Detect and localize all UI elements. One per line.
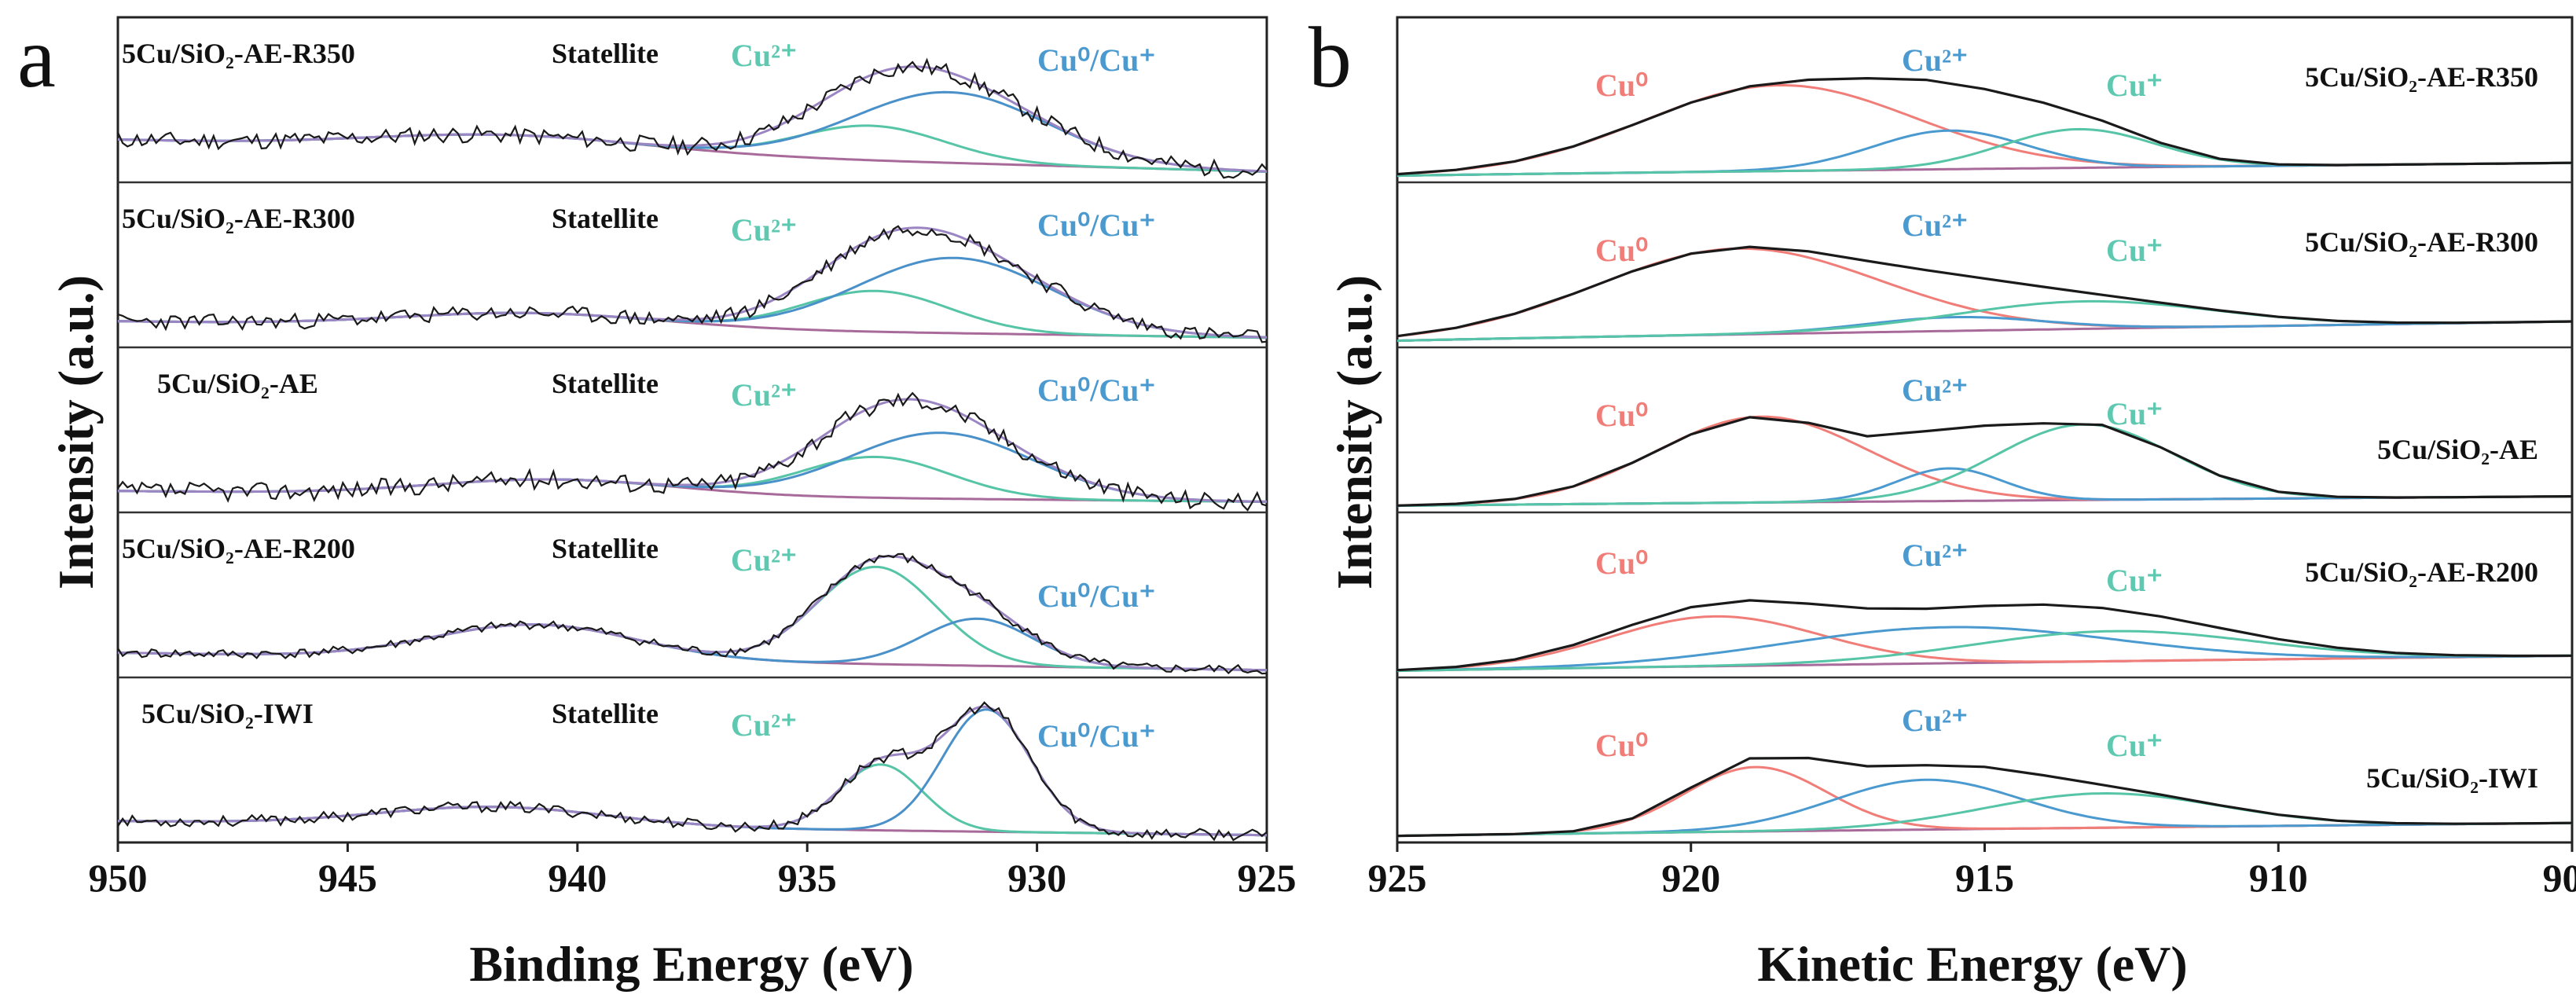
spectrum-row: 5Cu/SiO₂-AE-R300 Statellite Cu²⁺ Cu⁰/Cu⁺	[117, 203, 1268, 343]
cu2-label: Cu²⁺	[1902, 207, 1968, 243]
spectrum-row: 5Cu/SiO₂-AE-R200 Statellite Cu²⁺ Cu⁰/Cu⁺	[117, 533, 1268, 675]
panel-b-label: b	[1308, 9, 1352, 105]
measured-spectrum	[1396, 756, 2573, 838]
panel-b-xticks: 925 920 915 910 905	[1368, 842, 2576, 900]
satellite-label: Statellite	[552, 38, 659, 69]
cu2-label: Cu²⁺	[1902, 42, 1968, 78]
cu2-label: Cu²⁺	[731, 542, 797, 578]
raw-spectrum	[116, 57, 1268, 179]
cu0-cu1-label: Cu⁰/Cu⁺	[1037, 207, 1156, 243]
cu0-peak	[1396, 83, 2573, 176]
x-tick-label: 950	[89, 856, 148, 900]
cu2-peak	[117, 455, 1267, 503]
panel-frame	[116, 16, 1268, 844]
satellite-label: Statellite	[552, 203, 659, 234]
cu0-cu1-peak	[118, 256, 1268, 339]
cuplus-label: Cu⁺	[2106, 728, 2163, 763]
measured-spectrum	[1396, 245, 2573, 338]
panel-a-plot: 5Cu/SiO₂-AE-R350 Statellite Cu²⁺ Cu⁰/Cu⁺5Cu…	[116, 16, 1268, 844]
x-tick-label: 930	[1007, 856, 1066, 900]
cu0-cu1-label: Cu⁰/Cu⁺	[1037, 578, 1156, 614]
panel-b-xlabel: Kinetic Energy (eV)	[1757, 936, 2187, 992]
raw-spectrum	[117, 701, 1268, 842]
satellite-label: Statellite	[552, 368, 659, 399]
panel-a-label: a	[17, 9, 56, 105]
envelope-fit	[118, 555, 1268, 672]
raw-spectrum	[117, 391, 1268, 512]
cuplus-label: Cu⁺	[2106, 233, 2163, 268]
spectrum-row: 5Cu/SiO₂-AE-R350 Cu⁰ Cu²⁺ Cu⁺	[1396, 42, 2573, 178]
cu0-cu1-label: Cu⁰/Cu⁺	[1037, 373, 1156, 408]
cu2-label: Cu²⁺	[1902, 373, 1968, 408]
sample-label: 5Cu/SiO₂-AE-R200	[122, 533, 355, 564]
cu2-label: Cu²⁺	[1902, 703, 1968, 738]
measured-spectrum	[1396, 416, 2573, 507]
satellite-label: Statellite	[552, 698, 659, 729]
cu0-label: Cu⁰	[1595, 728, 1648, 763]
sample-label: 5Cu/SiO₂-AE-R350	[122, 38, 355, 69]
spectrum-row: 5Cu/SiO₂-IWI Statellite Cu²⁺ Cu⁰/Cu⁺	[117, 698, 1268, 842]
envelope-fit	[117, 65, 1268, 173]
raw-spectrum	[117, 225, 1268, 343]
cuplus-peak	[1396, 299, 2573, 343]
sample-label: 5Cu/SiO₂-IWI	[141, 698, 314, 729]
spectrum-row: 5Cu/SiO₂-AE-R350 Statellite Cu²⁺ Cu⁰/Cu⁺	[116, 38, 1268, 179]
cu2-label: Cu²⁺	[1902, 538, 1968, 573]
measured-spectrum	[1396, 599, 2573, 672]
panel-b-plot: 5Cu/SiO₂-AE-R350Cu⁰Cu²⁺Cu⁺5Cu/SiO₂-AE-R3…	[1396, 16, 2574, 844]
cu0-cu1-label: Cu⁰/Cu⁺	[1037, 718, 1156, 754]
satellite-label: Statellite	[552, 533, 659, 564]
x-tick-label: 935	[778, 856, 837, 900]
cuplus-peak	[1396, 629, 2572, 673]
sample-label: 5Cu/SiO₂-AE-R300	[122, 203, 355, 234]
panel-frame	[1396, 16, 2574, 844]
panel-a-xticks: 950 945 940 935 930 925	[89, 842, 1297, 900]
sample-label: 5Cu/SiO₂-IWI	[2366, 762, 2538, 794]
cu2-label: Cu²⁺	[731, 212, 797, 248]
sample-label: 5Cu/SiO₂-AE-R200	[2305, 556, 2538, 588]
cu0-peak	[1396, 615, 2573, 672]
cu2-label: Cu²⁺	[731, 707, 797, 743]
cu0-label: Cu⁰	[1595, 545, 1648, 581]
measured-spectrum	[1396, 76, 2573, 176]
spectrum-row: 5Cu/SiO₂-AE Cu⁰ Cu²⁺ Cu⁺	[1396, 373, 2573, 508]
cu2-label: Cu²⁺	[731, 377, 797, 413]
x-tick-label: 945	[318, 856, 377, 900]
sample-label: 5Cu/SiO₂-AE-R300	[2305, 226, 2538, 258]
cuplus-label: Cu⁺	[2106, 68, 2163, 103]
cu2-peak	[1396, 626, 2572, 672]
spectrum-row: 5Cu/SiO₂-AE-R300 Cu⁰ Cu²⁺ Cu⁺	[1396, 207, 2573, 343]
x-tick-label: 925	[1238, 856, 1297, 900]
envelope-fit	[117, 705, 1268, 837]
cu2-label: Cu²⁺	[731, 38, 797, 73]
raw-spectrum	[117, 552, 1268, 675]
sample-label: 5Cu/SiO₂-AE	[157, 368, 318, 399]
spectrum-row: 5Cu/SiO₂-AE-R200 Cu⁰ Cu²⁺ Cu⁺	[1396, 538, 2573, 673]
envelope-fit	[118, 226, 1268, 339]
panel-b-ylabel: Intensity (a.u.)	[1327, 275, 1382, 589]
cu2-peak	[118, 289, 1268, 340]
sample-label: 5Cu/SiO₂-AE	[2377, 434, 2538, 465]
sample-label: 5Cu/SiO₂-AE-R350	[2305, 61, 2538, 93]
panel-a-ylabel: Intensity (a.u.)	[48, 275, 104, 589]
spectrum-row: 5Cu/SiO₂-IWI Cu⁰ Cu²⁺ Cu⁺	[1396, 703, 2573, 838]
cu0-cu1-peak	[117, 90, 1268, 173]
x-tick-label: 905	[2543, 856, 2576, 900]
x-tick-label: 920	[1661, 856, 1720, 900]
cu0-label: Cu⁰	[1595, 68, 1648, 103]
cu0-label: Cu⁰	[1595, 233, 1648, 268]
x-tick-label: 915	[1955, 856, 2014, 900]
x-tick-label: 940	[548, 856, 607, 900]
cuplus-label: Cu⁺	[2106, 563, 2163, 598]
spectrum-row: 5Cu/SiO₂-AE Statellite Cu²⁺ Cu⁰/Cu⁺	[117, 368, 1268, 512]
cuplus-label: Cu⁺	[2106, 396, 2163, 431]
x-tick-label: 925	[1368, 856, 1427, 900]
panel-a-xlabel: Binding Energy (eV)	[469, 936, 913, 992]
cu0-label: Cu⁰	[1595, 398, 1648, 433]
x-tick-label: 910	[2249, 856, 2308, 900]
cu0-cu1-label: Cu⁰/Cu⁺	[1037, 42, 1156, 78]
